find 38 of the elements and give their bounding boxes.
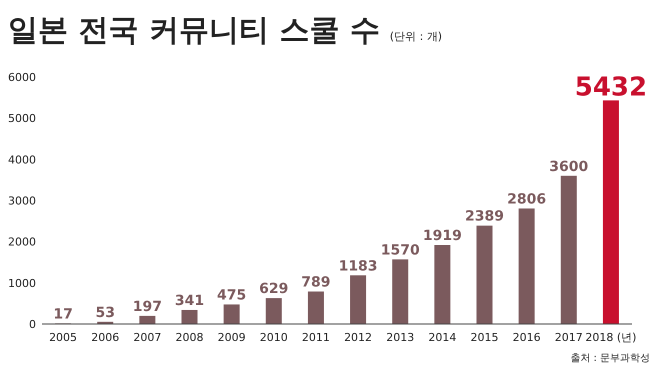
- data-label: 2806: [507, 191, 546, 208]
- data-label: 1183: [338, 258, 378, 274]
- y-tick-label: 5000: [8, 112, 36, 126]
- x-tick-label: 2014: [428, 331, 456, 344]
- x-tick-label: 2012: [344, 331, 372, 344]
- y-tick-label: 1000: [8, 276, 36, 290]
- x-tick-label: 2015: [470, 331, 498, 344]
- data-label: 1570: [380, 242, 420, 258]
- x-tick-label: 2018 (년): [585, 331, 636, 344]
- data-label: 17: [53, 306, 73, 322]
- data-label: 2389: [465, 208, 504, 225]
- x-tick-label: 2006: [91, 331, 120, 344]
- y-tick-label: 0: [29, 318, 36, 331]
- data-label: 789: [301, 274, 331, 291]
- data-label: 5432: [574, 72, 648, 102]
- x-tick-label: 2008: [176, 331, 204, 344]
- data-label: 341: [174, 292, 204, 309]
- data-label: 53: [95, 304, 115, 321]
- data-label: 3600: [549, 158, 589, 175]
- x-tick-label: 2013: [386, 331, 414, 344]
- y-tick-label: 2000: [8, 236, 36, 249]
- chart-subtitle: (단위 : 개): [390, 30, 442, 43]
- y-tick-label: 4000: [8, 153, 36, 166]
- x-tick-label: 2017: [554, 331, 583, 344]
- x-tick-label: 2011: [302, 331, 330, 344]
- x-tick-label: 2007: [133, 331, 162, 344]
- y-tick-label: 3000: [8, 194, 36, 208]
- y-tick-label: 6000: [8, 71, 36, 84]
- chart-title: 일본 전국 커뮤니티 스쿨 수: [8, 13, 380, 48]
- source-note: 출처 : 문부과학성: [570, 353, 650, 364]
- x-tick-label: 2009: [218, 331, 246, 344]
- data-label: 475: [217, 287, 246, 304]
- data-label: 197: [132, 298, 162, 315]
- x-tick-label: 2016: [512, 331, 541, 344]
- data-label: 629: [259, 281, 288, 298]
- x-tick-label: 2005: [49, 331, 78, 344]
- data-label: 1919: [422, 228, 462, 244]
- x-tick-label: 2010: [260, 331, 288, 344]
